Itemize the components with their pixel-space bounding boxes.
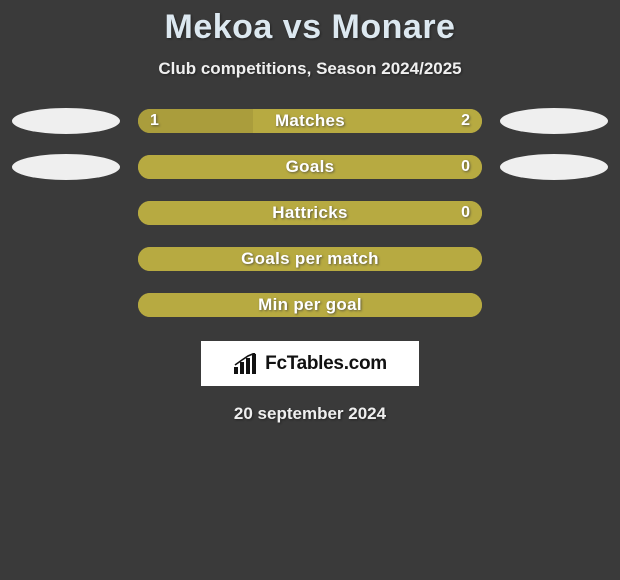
logo-text: FcTables.com <box>265 353 387 375</box>
stat-row: Min per goal <box>0 293 620 317</box>
stat-row: Goals per match <box>0 247 620 271</box>
spacer <box>12 200 120 226</box>
page-title: Mekoa vs Monare <box>0 8 620 47</box>
player-left-marker <box>12 154 120 180</box>
stat-label: Hattricks <box>138 201 482 225</box>
player-left-marker <box>12 108 120 134</box>
page-subtitle: Club competitions, Season 2024/2025 <box>0 59 620 79</box>
player-right-marker <box>500 154 608 180</box>
stat-bar: 0Goals <box>138 155 482 179</box>
stat-label: Min per goal <box>138 293 482 317</box>
stat-bar: Goals per match <box>138 247 482 271</box>
stat-row: 0Goals <box>0 155 620 179</box>
stat-row: 12Matches <box>0 109 620 133</box>
stat-bar: Min per goal <box>138 293 482 317</box>
spacer <box>500 246 608 272</box>
date-line: 20 september 2024 <box>0 404 620 424</box>
stat-bar: 12Matches <box>138 109 482 133</box>
stat-label: Goals per match <box>138 247 482 271</box>
comparison-widget: Mekoa vs Monare Club competitions, Seaso… <box>0 0 620 424</box>
spacer <box>12 292 120 318</box>
fctables-bar-icon <box>233 353 259 375</box>
player-right-marker <box>500 108 608 134</box>
spacer <box>12 246 120 272</box>
spacer <box>500 292 608 318</box>
stat-row: 0Hattricks <box>0 201 620 225</box>
stat-label: Goals <box>138 155 482 179</box>
comparison-bars: 12Matches 0Goals 0Hattricks Goals per match… <box>0 109 620 317</box>
stat-bar: 0Hattricks <box>138 201 482 225</box>
stat-label: Matches <box>138 109 482 133</box>
logo-block[interactable]: FcTables.com <box>201 341 419 386</box>
spacer <box>500 200 608 226</box>
